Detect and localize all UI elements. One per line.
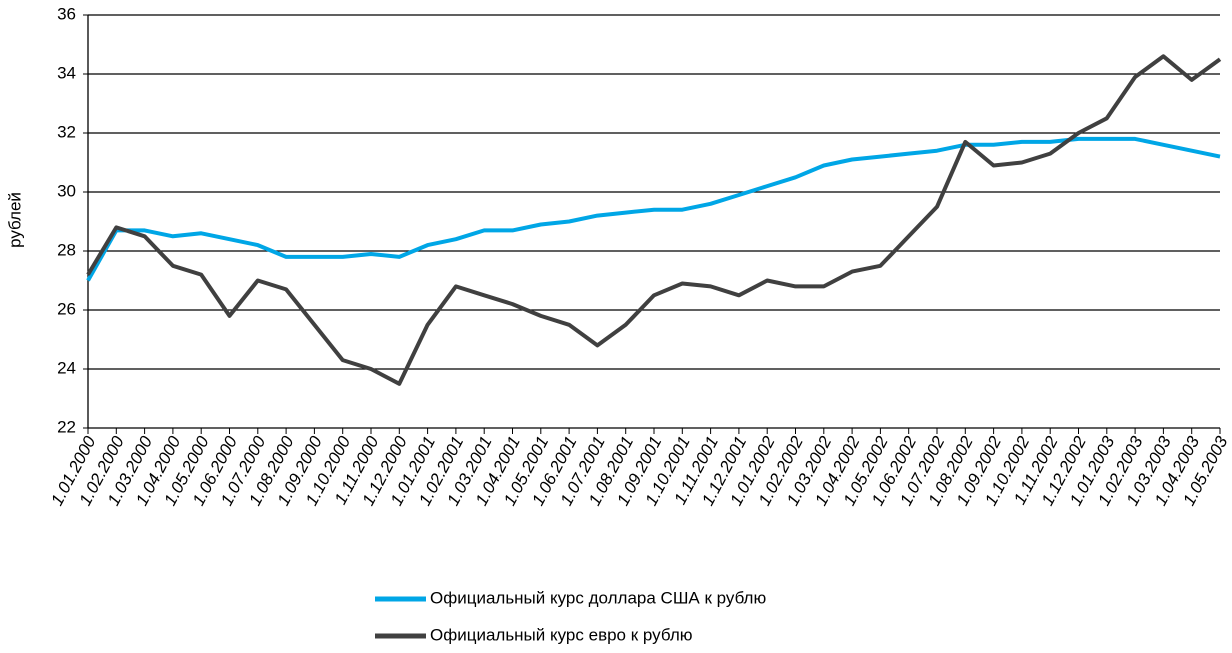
y-tick-label: 22 [57, 417, 76, 436]
y-axis-label: рублей [5, 192, 24, 248]
y-tick-label: 30 [57, 181, 76, 200]
y-tick-label: 24 [57, 358, 76, 377]
y-tick-label: 34 [57, 63, 76, 82]
y-tick-label: 36 [57, 4, 76, 23]
y-tick-label: 26 [57, 299, 76, 318]
y-tick-label: 28 [57, 240, 76, 259]
y-tick-label: 32 [57, 122, 76, 141]
legend-label: Официальный курс евро к рублю [430, 625, 693, 644]
data-line [86, 136, 1221, 282]
data-line [86, 54, 1222, 386]
legend-label: Официальный курс доллара США к рублю [430, 588, 766, 607]
